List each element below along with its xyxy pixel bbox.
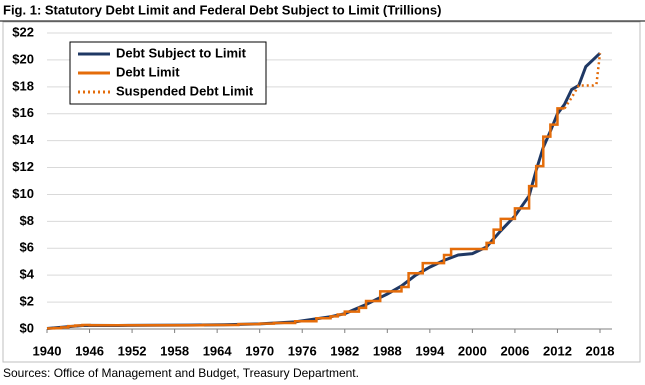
- chart-title: Fig. 1: Statutory Debt Limit and Federal…: [3, 2, 441, 17]
- y-tick-label: $16: [12, 105, 34, 120]
- y-tick-label: $8: [20, 213, 34, 228]
- y-tick-label: $22: [12, 24, 34, 39]
- x-tick-label: 1982: [330, 343, 359, 358]
- x-tick-label: 1964: [203, 343, 233, 358]
- y-tick-label: $6: [20, 240, 34, 255]
- x-tick-label: 1970: [245, 343, 274, 358]
- x-tick-label: 1940: [33, 343, 62, 358]
- x-tick-label: 2018: [586, 343, 615, 358]
- x-tick-label: 1976: [288, 343, 317, 358]
- x-tick-label: 2000: [458, 343, 487, 358]
- y-tick-label: $20: [12, 51, 34, 66]
- series-line: [563, 53, 602, 110]
- x-tick-label: 1952: [118, 343, 147, 358]
- plot-frame: [2, 21, 641, 363]
- x-tick-label: 2006: [500, 343, 529, 358]
- legend-label: Debt Subject to Limit: [116, 45, 247, 60]
- y-tick-label: $14: [12, 132, 34, 147]
- y-tick-label: $0: [20, 320, 34, 335]
- legend-label: Debt Limit: [116, 64, 180, 79]
- y-tick-label: $12: [12, 159, 34, 174]
- y-tick-label: $18: [12, 78, 34, 93]
- y-tick-label: $4: [20, 267, 35, 282]
- x-tick-label: 1988: [373, 343, 402, 358]
- series-line: [47, 107, 565, 330]
- y-tick-label: $2: [20, 294, 34, 309]
- x-tick-label: 2012: [543, 343, 572, 358]
- x-tick-label: 1946: [75, 343, 104, 358]
- legend-label: Suspended Debt Limit: [116, 83, 254, 98]
- source-note: Sources: Office of Management and Budget…: [3, 366, 359, 380]
- x-tick-label: 1958: [160, 343, 189, 358]
- x-tick-label: 1994: [415, 343, 445, 358]
- y-tick-label: $10: [12, 186, 34, 201]
